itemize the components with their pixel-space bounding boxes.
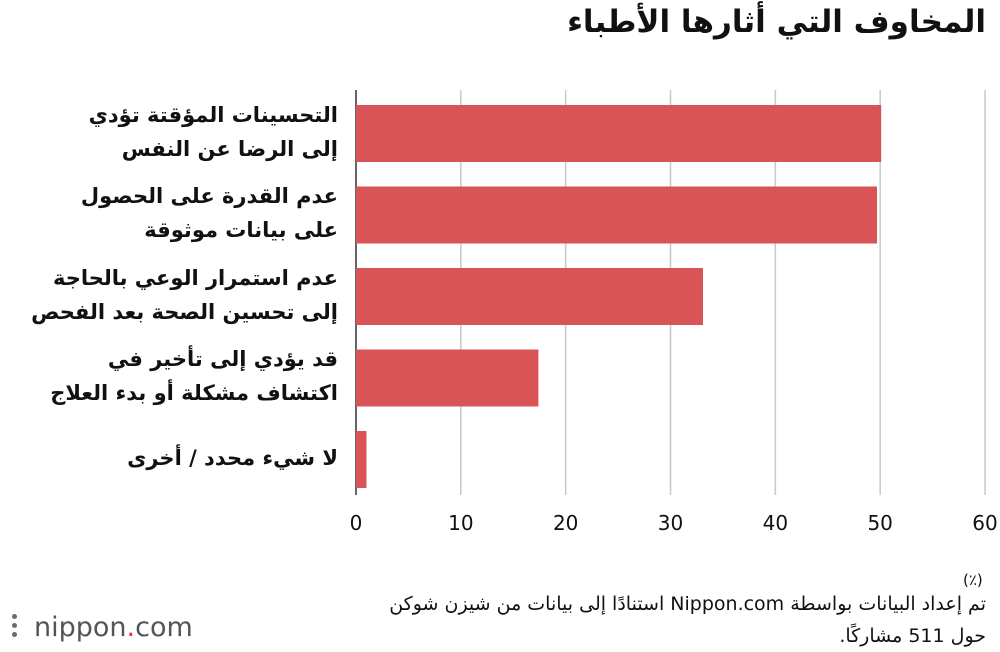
category-label-line: عدم استمرار الوعي بالحاجة (52, 265, 338, 290)
x-tick-label: 30 (658, 511, 683, 535)
category-label-line: اكتشاف مشكلة أو بدء العلاج (50, 381, 338, 405)
category-label: التحسينات المؤقتة تؤدي إلى الرضا عن النفس (0, 98, 338, 166)
category-label: لا شيء محدد / أخرى (0, 441, 338, 475)
logo-dots-icon (12, 614, 18, 640)
bar (356, 186, 878, 244)
bar (356, 268, 703, 325)
bar (356, 105, 882, 162)
x-tick-label: 50 (867, 511, 892, 535)
category-label-line: لا شيء محدد / أخرى (127, 445, 338, 470)
bar (356, 431, 367, 488)
chart-title: المخاوف التي أثارها الأطباء (567, 4, 986, 40)
category-label-line: عدم القدرة على الحصول (80, 184, 338, 208)
category-label-line: إلى تحسين الصحة بعد الفحص (31, 299, 338, 324)
source-note-line: تم إعداد البيانات بواسطة Nippon.com استن… (389, 593, 986, 615)
x-tick-label: 60 (972, 511, 997, 535)
logo-wordmark: nippon.com (34, 611, 193, 643)
source-note-line: حول 511 مشاركًا. (839, 625, 986, 647)
category-label-line: التحسينات المؤقتة تؤدي (88, 102, 338, 127)
x-axis-unit: (٪) (963, 571, 983, 589)
x-axis-ticks: 0 10 20 30 40 50 60 (350, 511, 998, 535)
bar (356, 349, 539, 407)
nippon-logo: nippon.com (12, 611, 193, 643)
category-label-line: على بيانات موثوقة (144, 218, 338, 242)
category-label-line: إلى الرضا عن النفس (121, 136, 338, 161)
category-label-line: قد يؤدي إلى تأخير في (107, 347, 338, 371)
category-label: عدم استمرار الوعي بالحاجة إلى تحسين الصحة… (0, 261, 338, 329)
category-label: قد يؤدي إلى تأخير في اكتشاف مشكلة أو بدء … (0, 342, 338, 410)
x-tick-label: 0 (350, 511, 363, 535)
x-tick-label: 10 (448, 511, 473, 535)
source-note: تم إعداد البيانات بواسطة Nippon.com استن… (389, 588, 986, 652)
x-tick-label: 20 (553, 511, 578, 535)
x-tick-label: 40 (763, 511, 788, 535)
category-label: عدم القدرة على الحصول على بيانات موثوقة (0, 179, 338, 247)
bars (356, 105, 882, 488)
